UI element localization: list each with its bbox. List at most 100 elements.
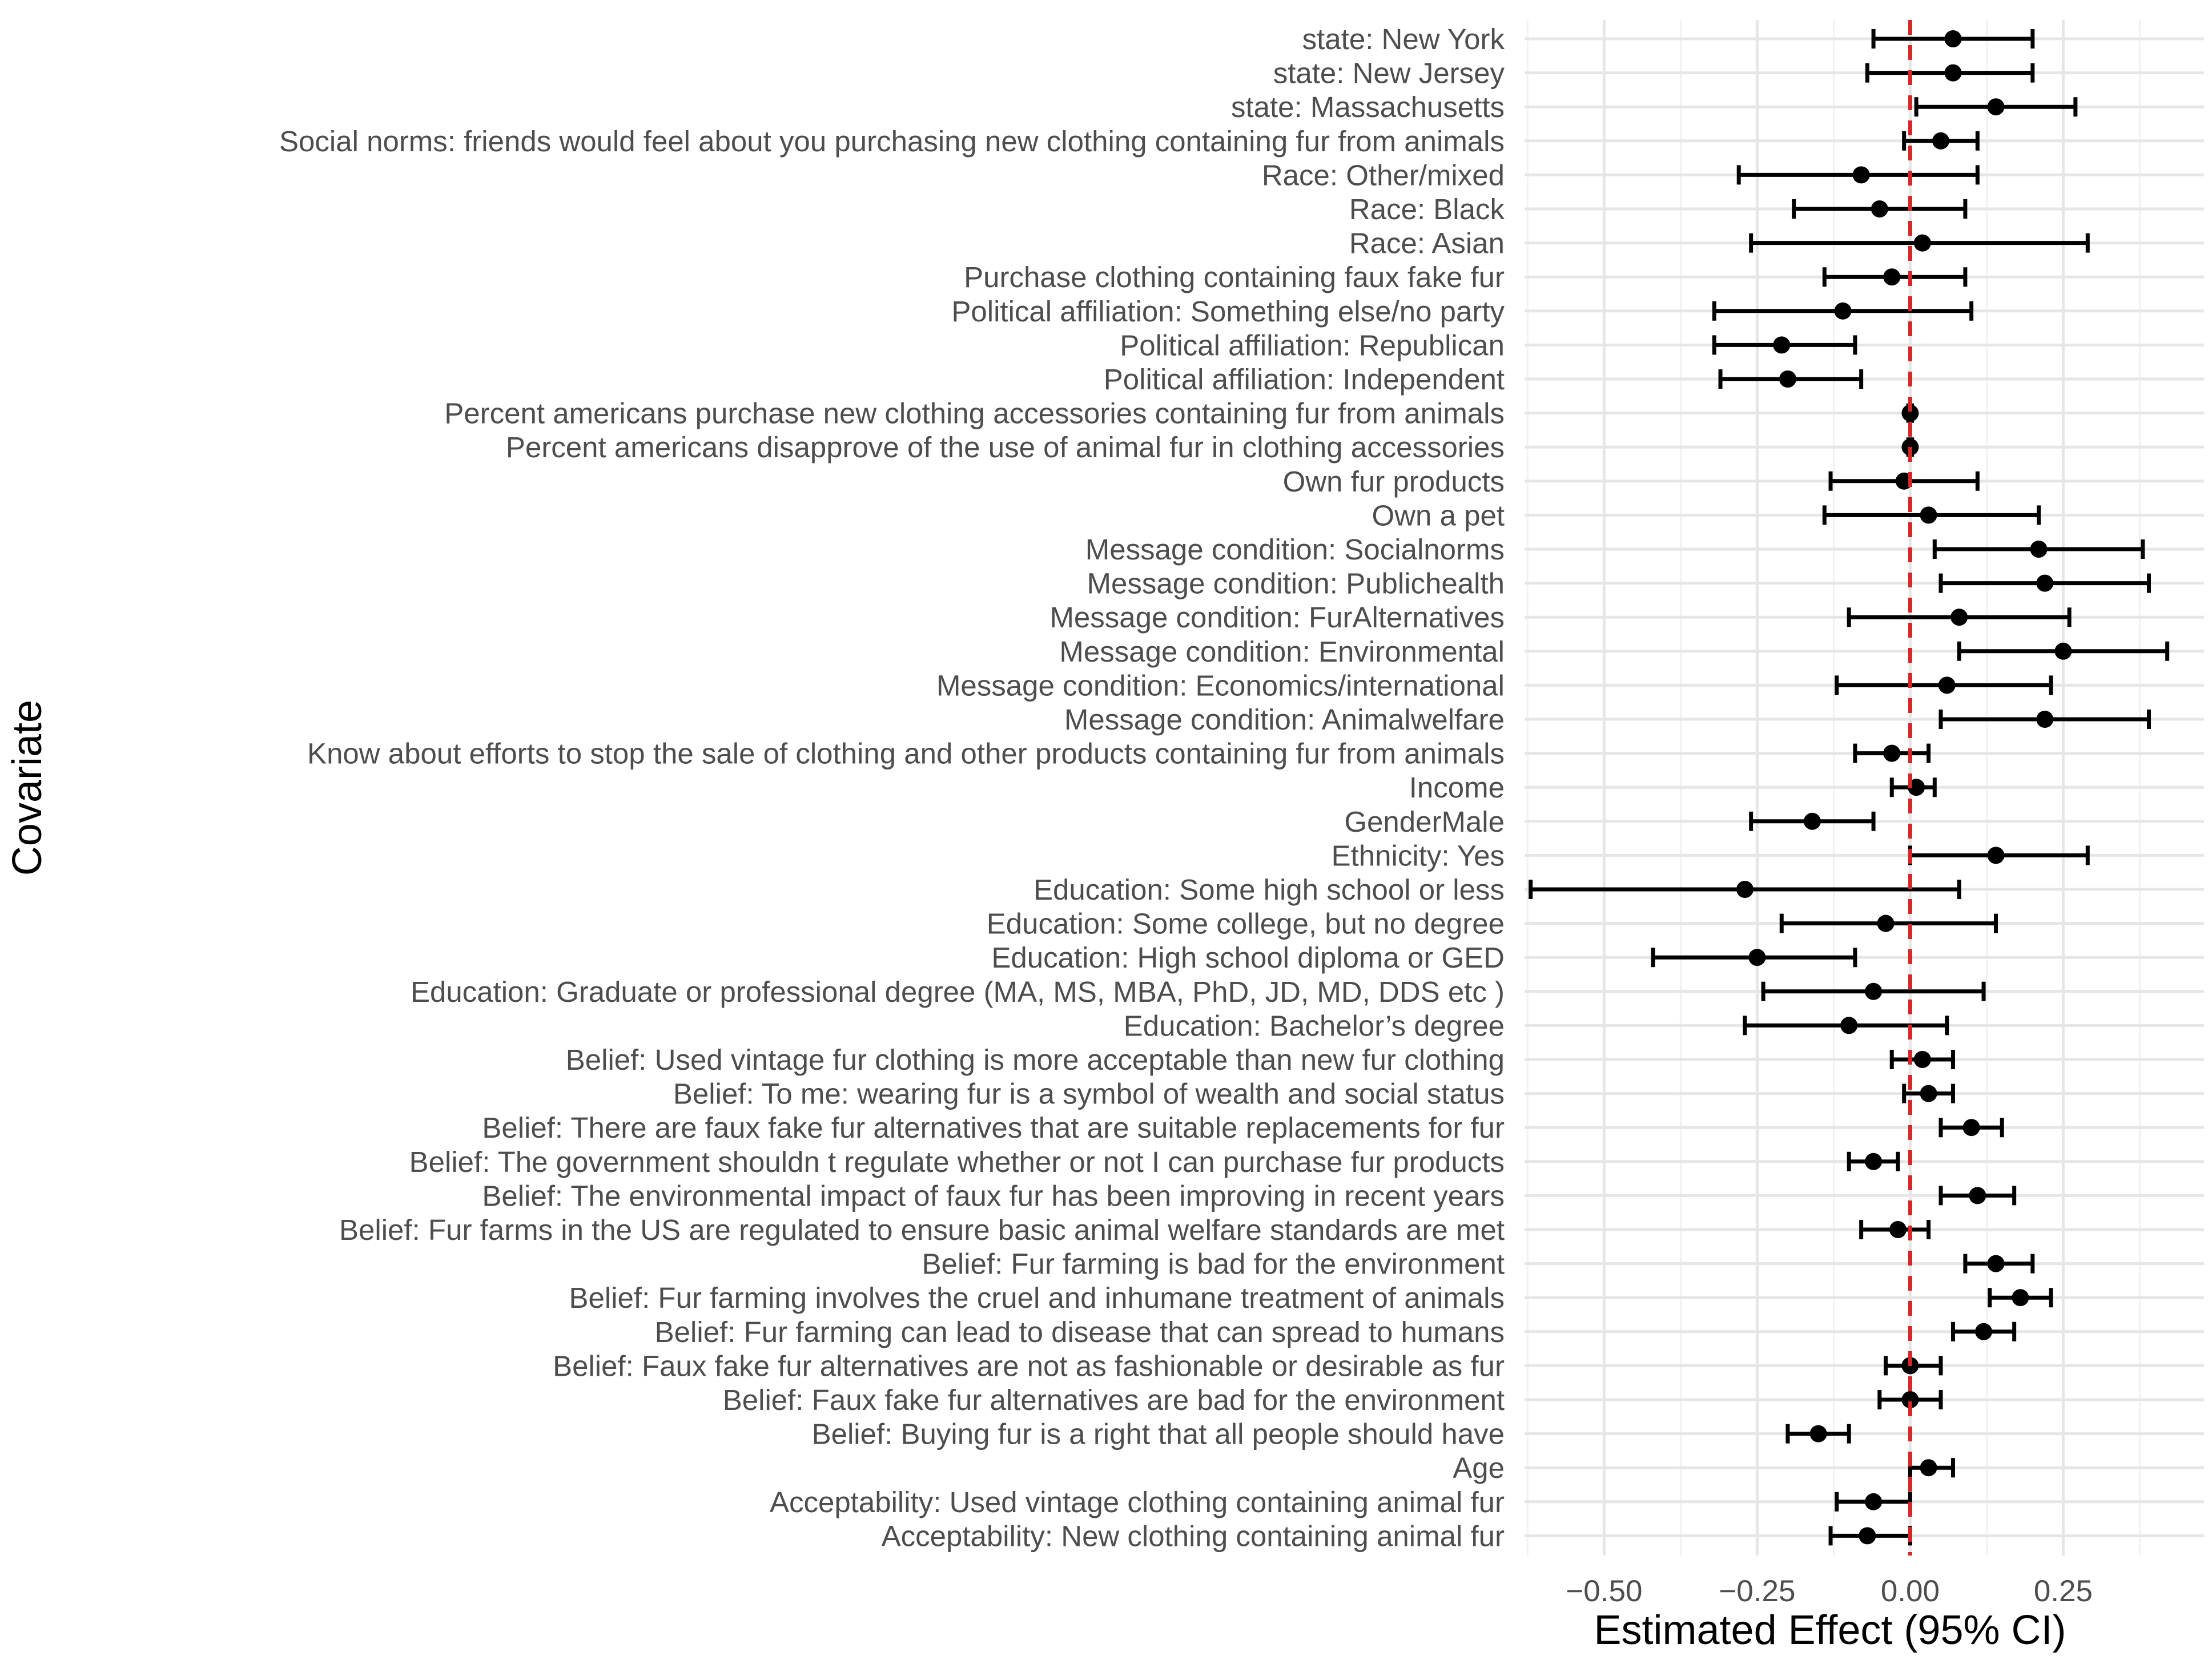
estimate-row-mark: [1828, 471, 1980, 491]
estimate-row-mark: [1877, 1390, 1943, 1409]
estimate-point: [1975, 1323, 1993, 1340]
estimate-point: [1865, 1153, 1883, 1170]
estimate-row-mark: [1884, 1356, 1943, 1376]
estimate-row-mark: [1749, 233, 2090, 253]
estimate-row-mark: [1938, 573, 2151, 593]
x-tick-label: 0.25: [2034, 1574, 2093, 1608]
estimate-point: [1883, 744, 1901, 762]
estimate-row-mark: [1822, 505, 2041, 525]
estimate-row-mark: [1950, 1321, 2017, 1341]
estimate-point: [1962, 1119, 1980, 1137]
estimate-row-mark: [1718, 369, 1864, 389]
estimate-row-mark: [1822, 267, 1968, 287]
estimate-row-mark: [1988, 1288, 2053, 1308]
x-axis-title: Estimated Effect (95% CI): [1594, 1607, 2066, 1653]
estimate-row-mark: [1835, 675, 2053, 695]
covariate-label: Race: Asian: [1349, 227, 1505, 260]
estimate-point: [1901, 404, 1919, 422]
covariate-label: Race: Other/mixed: [1262, 159, 1505, 191]
covariate-label: Message condition: Socialnorms: [1085, 533, 1505, 566]
covariate-label: Acceptability: New clothing containing a…: [882, 1520, 1505, 1552]
estimate-point: [1865, 1493, 1883, 1510]
covariate-label: Percent americans disapprove of the use …: [506, 431, 1505, 464]
estimate-point: [1809, 1425, 1827, 1443]
covariate-label: Political affiliation: Independent: [1104, 363, 1505, 396]
covariate-label: Political affiliation: Republican: [1120, 329, 1505, 361]
estimate-row-mark: [1902, 1083, 1955, 1103]
estimate-row-mark: [1889, 777, 1937, 797]
estimate-point: [1889, 1221, 1907, 1238]
estimate-point: [1901, 1391, 1919, 1408]
estimate-point: [1987, 847, 2005, 864]
covariate-label: state: New Jersey: [1273, 57, 1505, 90]
estimate-row-mark: [1938, 1186, 2017, 1206]
covariate-label: Message condition: Environmental: [1059, 635, 1505, 668]
estimate-point: [1834, 302, 1852, 320]
covariate-label: Education: Graduate or professional degr…: [411, 976, 1505, 1008]
estimate-point: [1803, 812, 1821, 830]
covariate-label: Message condition: Animalwelfare: [1064, 703, 1505, 736]
estimate-point: [2012, 1289, 2029, 1307]
covariate-label: Education: Some high school or less: [1033, 873, 1505, 906]
estimate-point: [1852, 166, 1870, 184]
covariate-label: Age: [1453, 1452, 1505, 1484]
estimate-row-mark: [1712, 335, 1857, 355]
estimate-row-mark: [1963, 1254, 2035, 1274]
y-axis-title: Covariate: [5, 700, 50, 876]
estimate-row-mark: [1749, 811, 1876, 831]
covariate-label: Percent americans purchase new clothing …: [444, 397, 1505, 430]
estimate-row-mark: [1938, 1118, 2004, 1138]
covariate-label: Race: Black: [1349, 193, 1505, 225]
covariate-label: state: Massachusetts: [1231, 91, 1505, 123]
estimate-row-mark: [1828, 1526, 1912, 1546]
estimate-point: [1920, 506, 1937, 524]
estimate-row-mark: [1889, 1050, 1955, 1069]
estimate-point: [1938, 676, 1956, 694]
estimate-point: [2030, 541, 2048, 558]
covariate-label: Belief: To me: wearing fur is a symbol o…: [673, 1078, 1505, 1110]
covariate-label: Belief: The environmental impact of faux…: [482, 1179, 1505, 1212]
estimate-row-mark: [1743, 1016, 1949, 1035]
grid-layer: [1525, 20, 2204, 1556]
estimate-row-mark: [1847, 607, 2072, 627]
estimate-point: [1840, 1017, 1858, 1034]
estimate-point: [2036, 711, 2054, 728]
covariate-label: Belief: Fur farming can lead to disease …: [655, 1316, 1505, 1348]
estimate-point: [1920, 1085, 1937, 1102]
estimate-point: [1736, 881, 1753, 898]
estimate-point: [1748, 949, 1766, 966]
estimate-row-mark: [1932, 539, 2145, 559]
estimate-point: [1779, 370, 1796, 388]
estimate-point: [2054, 642, 2072, 660]
covariate-label: Belief: Faux fake fur alternatives are n…: [553, 1349, 1505, 1382]
covariate-label: Belief: Fur farming involves the cruel a…: [569, 1282, 1505, 1314]
estimate-row-mark: [1902, 131, 1980, 151]
covariate-label: Belief: Fur farms in the US are regulate…: [339, 1214, 1505, 1246]
x-tick-label: 0.00: [1881, 1574, 1940, 1608]
estimate-row-mark: [1908, 1458, 1955, 1478]
covariate-label: Own fur products: [1283, 465, 1505, 498]
covariate-label: Belief: Used vintage fur clothing is mor…: [566, 1043, 1505, 1076]
covariate-label: Belief: The government shouldn t regulat…: [409, 1146, 1505, 1178]
estimate-point: [1773, 336, 1791, 354]
estimate-point: [1944, 64, 1962, 82]
covariate-label: Belief: Faux fake fur alternatives are b…: [723, 1384, 1505, 1416]
x-tick-label: −0.50: [1566, 1574, 1642, 1608]
estimate-point: [1913, 234, 1931, 252]
estimate-point: [1913, 1051, 1931, 1068]
estimate-point: [1969, 1187, 1986, 1204]
estimate-row-mark: [1779, 913, 1998, 933]
covariate-label: Message condition: Economics/internation…: [936, 669, 1505, 702]
estimate-row-mark: [1529, 880, 1961, 899]
estimate-point: [1871, 200, 1888, 217]
estimate-point: [1920, 1459, 1937, 1477]
covariate-label: Ethnicity: Yes: [1332, 839, 1505, 872]
estimate-row-mark: [1712, 301, 1974, 321]
estimate-point: [1865, 982, 1883, 1000]
covariate-label: Social norms: friends would feel about y…: [279, 125, 1505, 158]
covariate-label: Own a pet: [1372, 499, 1505, 531]
estimate-point: [2036, 574, 2054, 592]
estimate-row-mark: [1865, 63, 2035, 83]
